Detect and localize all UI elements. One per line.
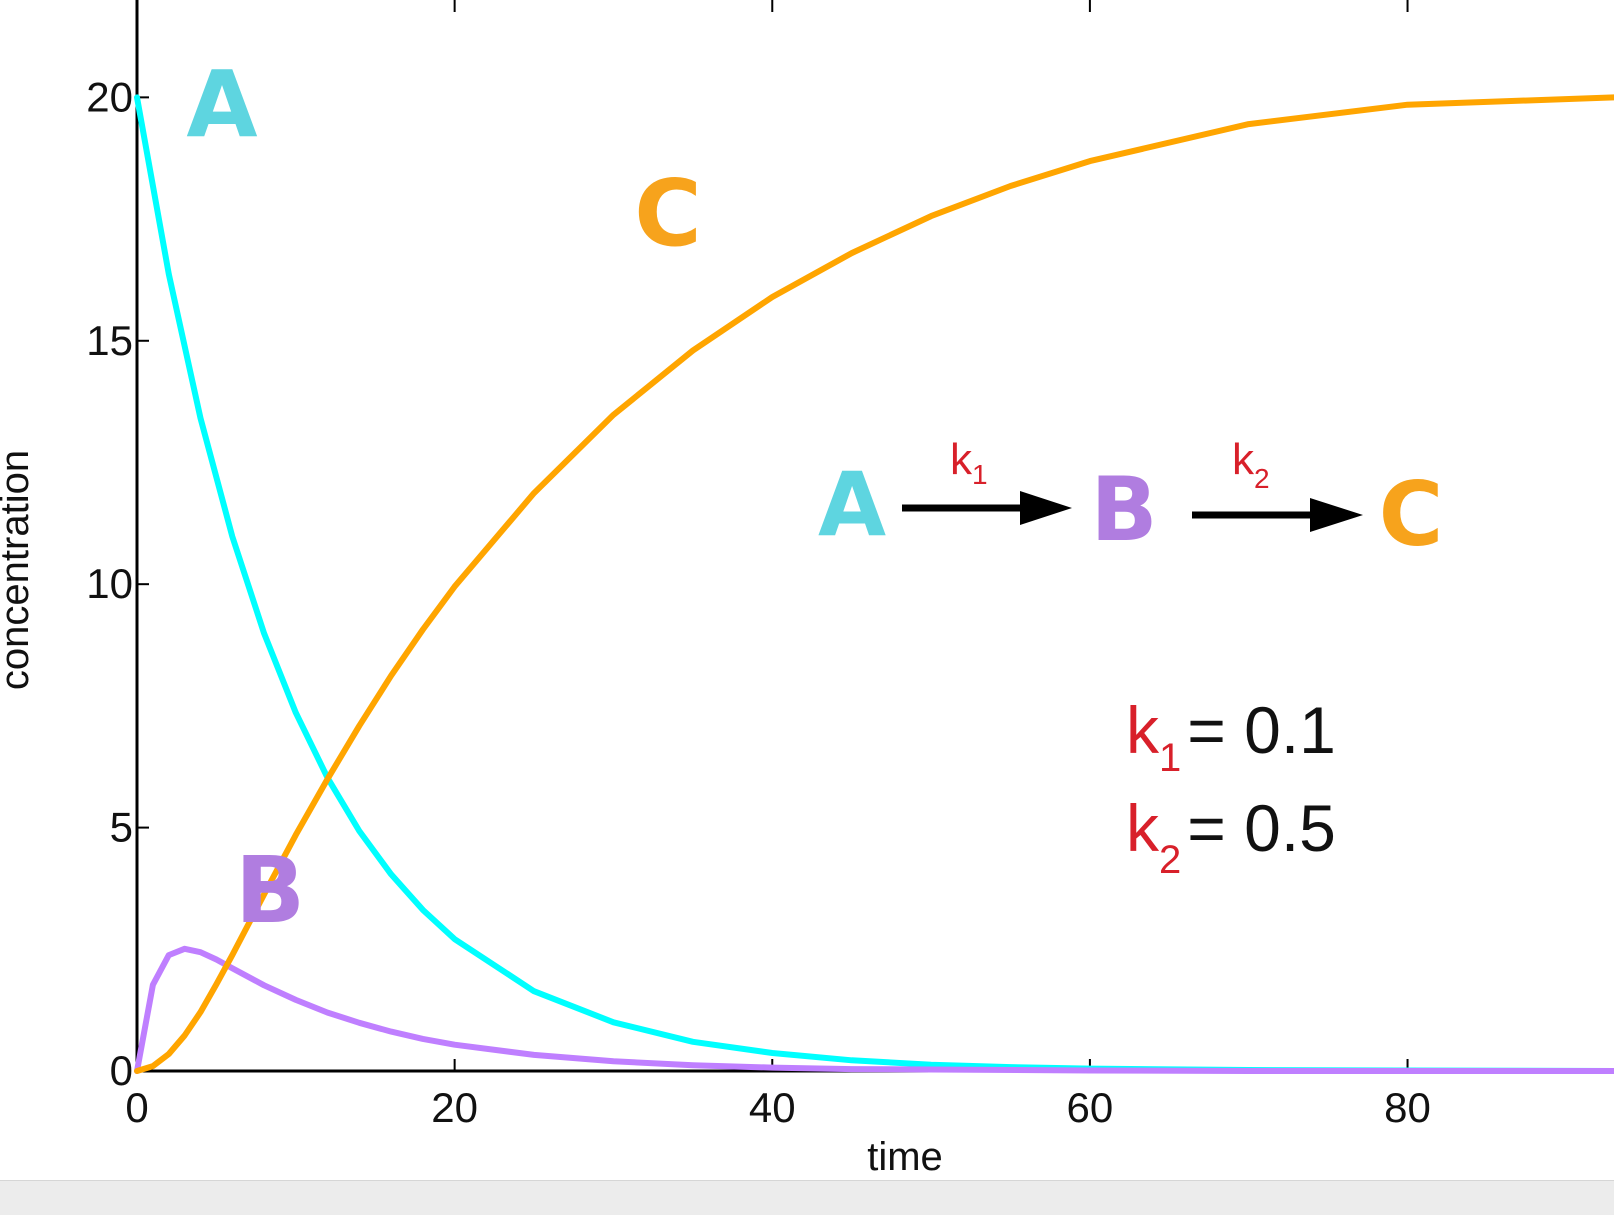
rate-label-k2: k2 (1232, 435, 1270, 494)
y-axis-title: concentration (0, 450, 37, 690)
rate-label-k1-sub: 1 (972, 459, 988, 490)
curve-labels: A B C (186, 51, 701, 944)
param-k2-value: = 0.5 (1187, 791, 1336, 865)
rate-label-k2-letter: k (1232, 435, 1255, 484)
tick-labels: 0 20 40 60 80 0 5 10 15 20 (86, 73, 1431, 1131)
param-k1-value: = 0.1 (1187, 693, 1336, 767)
y-tick-label-0: 0 (110, 1047, 133, 1094)
param-k1-letter: k (1126, 693, 1160, 767)
x-tick-label-40: 40 (749, 1084, 796, 1131)
x-tick-label-20: 20 (431, 1084, 478, 1131)
param-k1-sub: 1 (1159, 736, 1181, 780)
param-k2-sub: 2 (1159, 838, 1181, 882)
param-k2: k2= 0.5 (1126, 791, 1336, 882)
rate-label-k1: k1 (950, 435, 988, 490)
scheme-species-a: A (818, 453, 886, 556)
y-tick-label-20: 20 (86, 73, 133, 120)
y-tick-label-15: 15 (86, 317, 133, 364)
reaction-scheme: A k1 B k2 C (818, 435, 1443, 566)
series-line-b (134, 945, 1614, 1074)
param-k2-letter: k (1126, 791, 1160, 865)
curve-label-c: C (634, 160, 702, 267)
reaction-arrowhead-2 (1310, 498, 1363, 532)
series-line-c (134, 94, 1614, 1074)
x-tick-label-80: 80 (1384, 1084, 1431, 1131)
y-tick-label-5: 5 (110, 804, 133, 851)
rate-label-k2-sub: 2 (1254, 463, 1270, 494)
ticks (136, 0, 1409, 1072)
scheme-species-b: B (1090, 458, 1157, 561)
scheme-species-c: C (1379, 463, 1444, 566)
reaction-kinetics-chart: 0 20 40 60 80 0 5 10 15 20 time concentration A B… (0, 0, 1614, 1179)
param-k1: k1= 0.1 (1126, 693, 1336, 780)
curve-label-a: A (186, 51, 257, 158)
reaction-arrowhead-1 (1020, 491, 1072, 525)
y-tick-label-10: 10 (86, 560, 133, 607)
x-tick-label-0: 0 (125, 1084, 148, 1131)
x-tick-label-60: 60 (1067, 1084, 1114, 1131)
rate-label-k1-letter: k (950, 435, 973, 484)
series-group (134, 94, 1614, 1074)
parameter-values: k1= 0.1 k2= 0.5 (1126, 693, 1336, 882)
window-bottom-strip (0, 1180, 1614, 1215)
x-axis-title: time (867, 1135, 943, 1179)
curve-label-b: B (235, 837, 305, 944)
